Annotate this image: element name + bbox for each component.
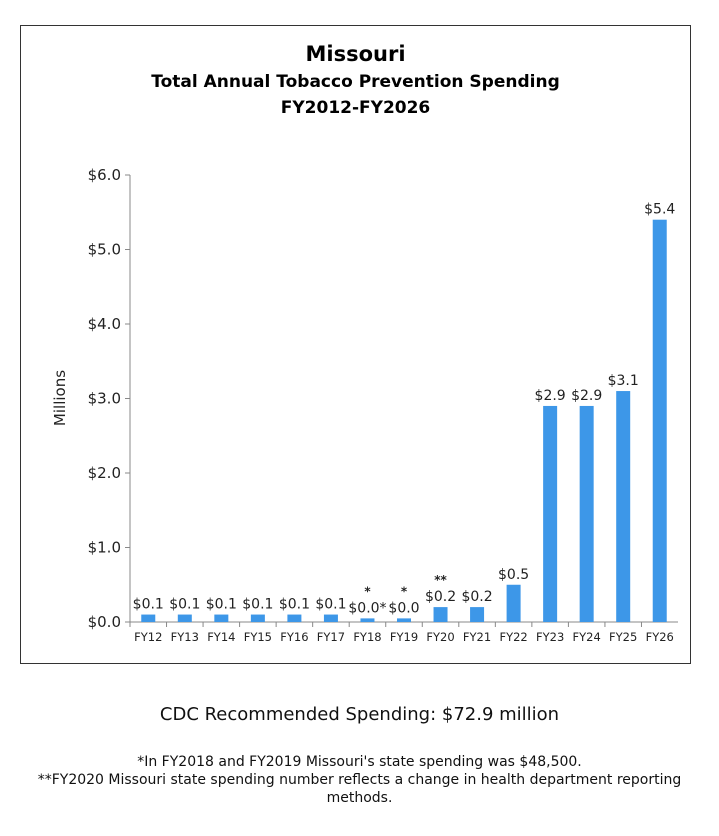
bar-fy21: [470, 607, 485, 622]
x-tick-label: FY21: [463, 630, 491, 644]
chart-title: Missouri: [305, 42, 406, 66]
data-label: $0.1: [169, 597, 200, 613]
footnote-1: *In FY2018 and FY2019 Missouri's state s…: [137, 754, 582, 770]
bar-fy14: [214, 614, 229, 622]
annotation-marker: *: [364, 584, 371, 598]
chart-subtitle: Total Annual Tobacco Prevention Spending: [151, 72, 560, 92]
bar-fy24: [579, 405, 594, 622]
chart-frame: [20, 25, 691, 664]
data-label: $5.4: [644, 202, 675, 218]
chart-subtitle-years: FY2012-FY2026: [280, 98, 431, 118]
bar-fy26: [652, 219, 667, 622]
annotation-marker: *: [401, 584, 408, 598]
bar-fy19: [397, 618, 411, 622]
bar-fy25: [616, 391, 631, 622]
bar-fy17: [323, 614, 338, 622]
data-label: $0.5: [498, 567, 529, 583]
y-tick-label: $6.0: [88, 166, 121, 184]
data-label: $0.1: [315, 597, 346, 613]
annotation-marker: **: [434, 573, 447, 587]
x-tick-label: FY24: [573, 630, 601, 644]
data-label: $2.9: [535, 388, 566, 404]
x-tick-label: FY23: [536, 630, 564, 644]
data-label: $0.1: [133, 597, 164, 613]
x-tick-label: FY14: [207, 630, 235, 644]
y-axis-label: Millions: [51, 370, 69, 426]
bar-fy15: [250, 614, 265, 622]
data-label: $0.1: [206, 597, 237, 613]
y-tick-label: $0.0: [88, 613, 121, 631]
x-tick-label: FY25: [609, 630, 637, 644]
y-tick-label: $1.0: [88, 539, 121, 557]
x-tick-label: FY17: [317, 630, 345, 644]
bar-fy23: [543, 405, 558, 622]
bar-fy13: [177, 614, 192, 622]
bar-fy20: [433, 607, 448, 622]
data-label: $0.1: [242, 597, 273, 613]
x-tick-label: FY18: [353, 630, 381, 644]
x-tick-label: FY15: [244, 630, 272, 644]
x-tick-label: FY20: [426, 630, 454, 644]
x-tick-label: FY16: [280, 630, 308, 644]
bar-fy12: [141, 614, 156, 622]
x-tick-label: FY26: [646, 630, 674, 644]
x-tick-label: FY22: [499, 630, 527, 644]
y-tick-label: $2.0: [88, 464, 121, 482]
data-label: $0.0: [388, 600, 419, 616]
x-tick-label: FY19: [390, 630, 418, 644]
x-tick-label: FY13: [171, 630, 199, 644]
data-label: $0.0*: [348, 600, 386, 616]
data-label: $0.2: [425, 589, 456, 605]
data-label: $0.1: [279, 597, 310, 613]
data-label: $2.9: [571, 388, 602, 404]
cdc-recommended-spending: CDC Recommended Spending: $72.9 million: [159, 704, 560, 725]
y-tick-label: $5.0: [88, 241, 121, 259]
x-tick-label: FY12: [134, 630, 162, 644]
y-tick-label: $3.0: [88, 390, 121, 408]
data-label: $0.2: [461, 589, 492, 605]
data-label: $3.1: [608, 373, 639, 389]
bar-fy18: [360, 618, 375, 622]
bar-fy22: [506, 584, 521, 622]
footnote-2: **FY2020 Missouri state spending number …: [37, 772, 682, 806]
y-tick-label: $4.0: [88, 315, 121, 333]
bar-fy16: [287, 614, 302, 622]
